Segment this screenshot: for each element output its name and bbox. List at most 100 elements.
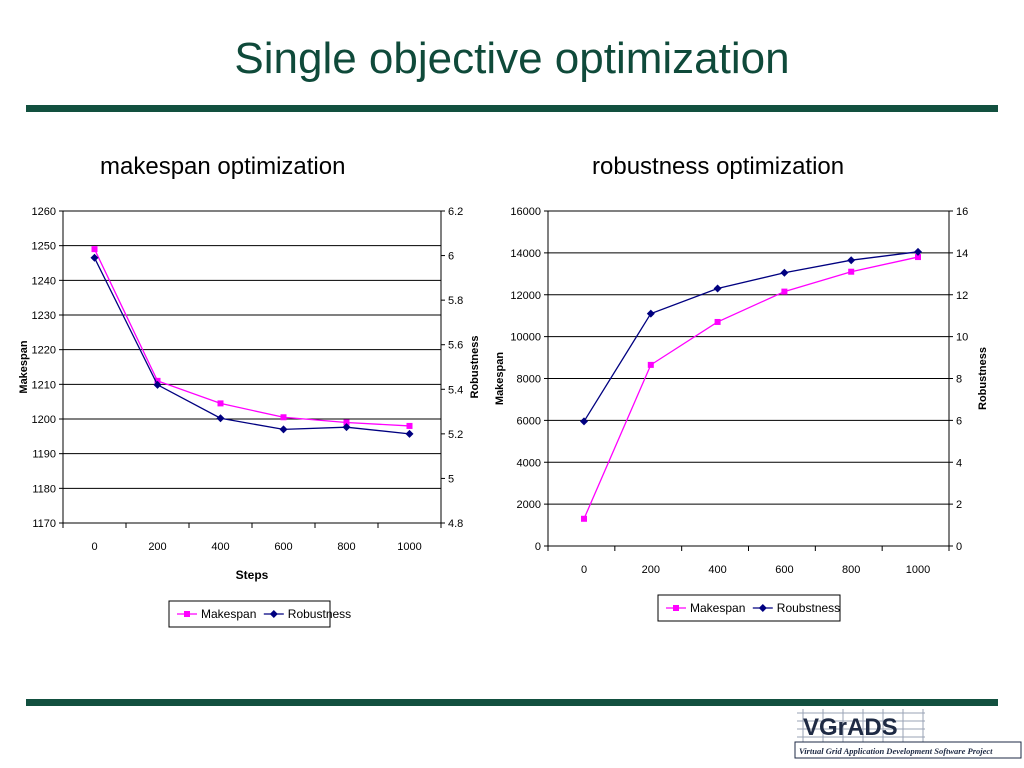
svg-text:VGrADS: VGrADS — [803, 714, 898, 741]
chart-legend: Makespan Robustness — [168, 600, 351, 628]
x-tick-label: 800 — [337, 541, 355, 553]
y-tick-label: 1200 — [32, 414, 56, 426]
data-point-roubstness — [713, 284, 722, 293]
y2-tick-label: 5.4 — [448, 384, 463, 396]
slide-title: Single objective optimization — [234, 34, 790, 83]
top-divider — [26, 105, 998, 112]
data-point-makespan — [714, 318, 721, 325]
data-point-makespan — [280, 414, 287, 421]
x-tick-label: 0 — [91, 541, 97, 553]
x-tick-label: 1000 — [397, 541, 421, 553]
y-tick-label: 0 — [535, 541, 541, 553]
y-tick-label: 1260 — [32, 206, 56, 218]
data-point-makespan — [781, 288, 788, 295]
data-point-makespan — [406, 422, 413, 429]
x-tick-label: 200 — [148, 541, 166, 553]
data-point-roubstness — [646, 309, 655, 318]
y-tick-label: 1220 — [32, 345, 56, 357]
vgrads-logo: VGrADS Virtual Grid Application Developm… — [794, 709, 1022, 759]
y2-tick-label: 4.8 — [448, 518, 463, 530]
svg-text:Virtual Grid Application Devel: Virtual Grid Application Development Sof… — [799, 746, 993, 756]
y-tick-label: 2000 — [517, 499, 541, 511]
x-axis-title: Steps — [236, 568, 269, 582]
bottom-divider — [26, 699, 998, 706]
y-tick-label: 1250 — [32, 241, 56, 253]
x-tick-label: 0 — [581, 564, 587, 576]
y-tick-label: 12000 — [510, 290, 541, 302]
data-point-makespan — [581, 515, 587, 522]
x-tick-label: 400 — [211, 541, 229, 553]
legend-label: Makespan — [201, 607, 256, 621]
legend-marker — [758, 604, 767, 612]
data-point-robustness — [342, 423, 351, 432]
y2-tick-label: 6 — [956, 415, 962, 427]
data-point-roubstness — [914, 247, 922, 256]
legend-marker — [184, 611, 190, 617]
legend-box — [657, 594, 841, 622]
y2-axis-title: Robustness — [469, 336, 481, 399]
y2-tick-label: 12 — [956, 290, 968, 302]
y2-tick-label: 5.2 — [448, 429, 463, 441]
chart-legend: Makespan Roubstness — [657, 594, 841, 622]
x-tick-label: 600 — [274, 541, 292, 553]
y-tick-label: 14000 — [510, 248, 541, 260]
data-point-robustness — [90, 253, 99, 262]
x-tick-label: 200 — [642, 564, 660, 576]
data-point-makespan — [343, 419, 350, 426]
x-tick-label: 800 — [842, 564, 860, 576]
y2-tick-label: 5.8 — [448, 295, 463, 307]
y-tick-label: 4000 — [517, 457, 541, 469]
data-point-makespan — [848, 268, 855, 275]
y-tick-label: 1230 — [32, 310, 56, 322]
data-point-robustness — [279, 425, 288, 434]
series-line-roubstness — [583, 251, 919, 422]
y2-axis-title: Robustness — [977, 347, 989, 410]
data-point-roubstness — [580, 417, 588, 426]
y-tick-label: 1210 — [32, 379, 56, 391]
y2-tick-label: 5.6 — [448, 340, 463, 352]
y2-tick-label: 6.2 — [448, 206, 463, 218]
data-point-robustness — [216, 414, 225, 423]
data-point-robustness — [405, 429, 414, 438]
y-axis-title: Makespan — [494, 352, 506, 405]
series-line-robustness — [93, 257, 410, 435]
legend-marker — [673, 605, 679, 611]
y2-tick-label: 16 — [956, 206, 968, 218]
robustness-optimization-chart: 0200040006000800010000120001400016000024… — [494, 206, 989, 622]
legend-marker — [269, 610, 278, 618]
legend-label: Roubstness — [777, 601, 840, 615]
data-point-makespan — [91, 246, 98, 253]
y2-tick-label: 10 — [956, 332, 968, 344]
makespan-optimization-chart: 1170 1180 1190 1200 1210 1220 1230 1240 1250 1260… — [18, 206, 481, 628]
y-axis-title: Makespan — [18, 340, 30, 393]
y2-tick-label: 14 — [956, 248, 968, 260]
data-point-robustness — [153, 380, 162, 389]
left-chart-subtitle: makespan optimization — [100, 153, 346, 180]
y-tick-label: 6000 — [517, 415, 541, 427]
data-point-roubstness — [847, 256, 856, 265]
data-point-makespan — [915, 254, 921, 261]
legend-label: Robustness — [288, 607, 351, 621]
x-tick-label: 1000 — [906, 564, 930, 576]
data-point-makespan — [647, 361, 654, 368]
y-tick-label: 1240 — [32, 275, 56, 287]
y2-tick-label: 0 — [956, 541, 962, 553]
y-tick-label: 1190 — [32, 449, 56, 461]
y-tick-label: 10000 — [510, 332, 541, 344]
series-line-makespan — [93, 248, 410, 427]
y2-tick-label: 8 — [956, 374, 962, 386]
data-point-makespan — [217, 400, 224, 407]
right-chart-subtitle: robustness optimization — [592, 153, 845, 180]
y-tick-label: 1170 — [32, 518, 56, 530]
y2-tick-label: 2 — [956, 499, 962, 511]
data-point-roubstness — [780, 268, 789, 277]
x-tick-label: 600 — [775, 564, 793, 576]
y2-tick-label: 5 — [448, 473, 454, 485]
y-tick-label: 16000 — [510, 206, 541, 218]
y-tick-label: 1180 — [32, 483, 56, 495]
y2-tick-label: 6 — [448, 251, 454, 263]
y-tick-label: 8000 — [517, 374, 541, 386]
x-tick-label: 400 — [708, 564, 726, 576]
y2-tick-label: 4 — [956, 457, 962, 469]
series-line-makespan — [583, 256, 919, 520]
